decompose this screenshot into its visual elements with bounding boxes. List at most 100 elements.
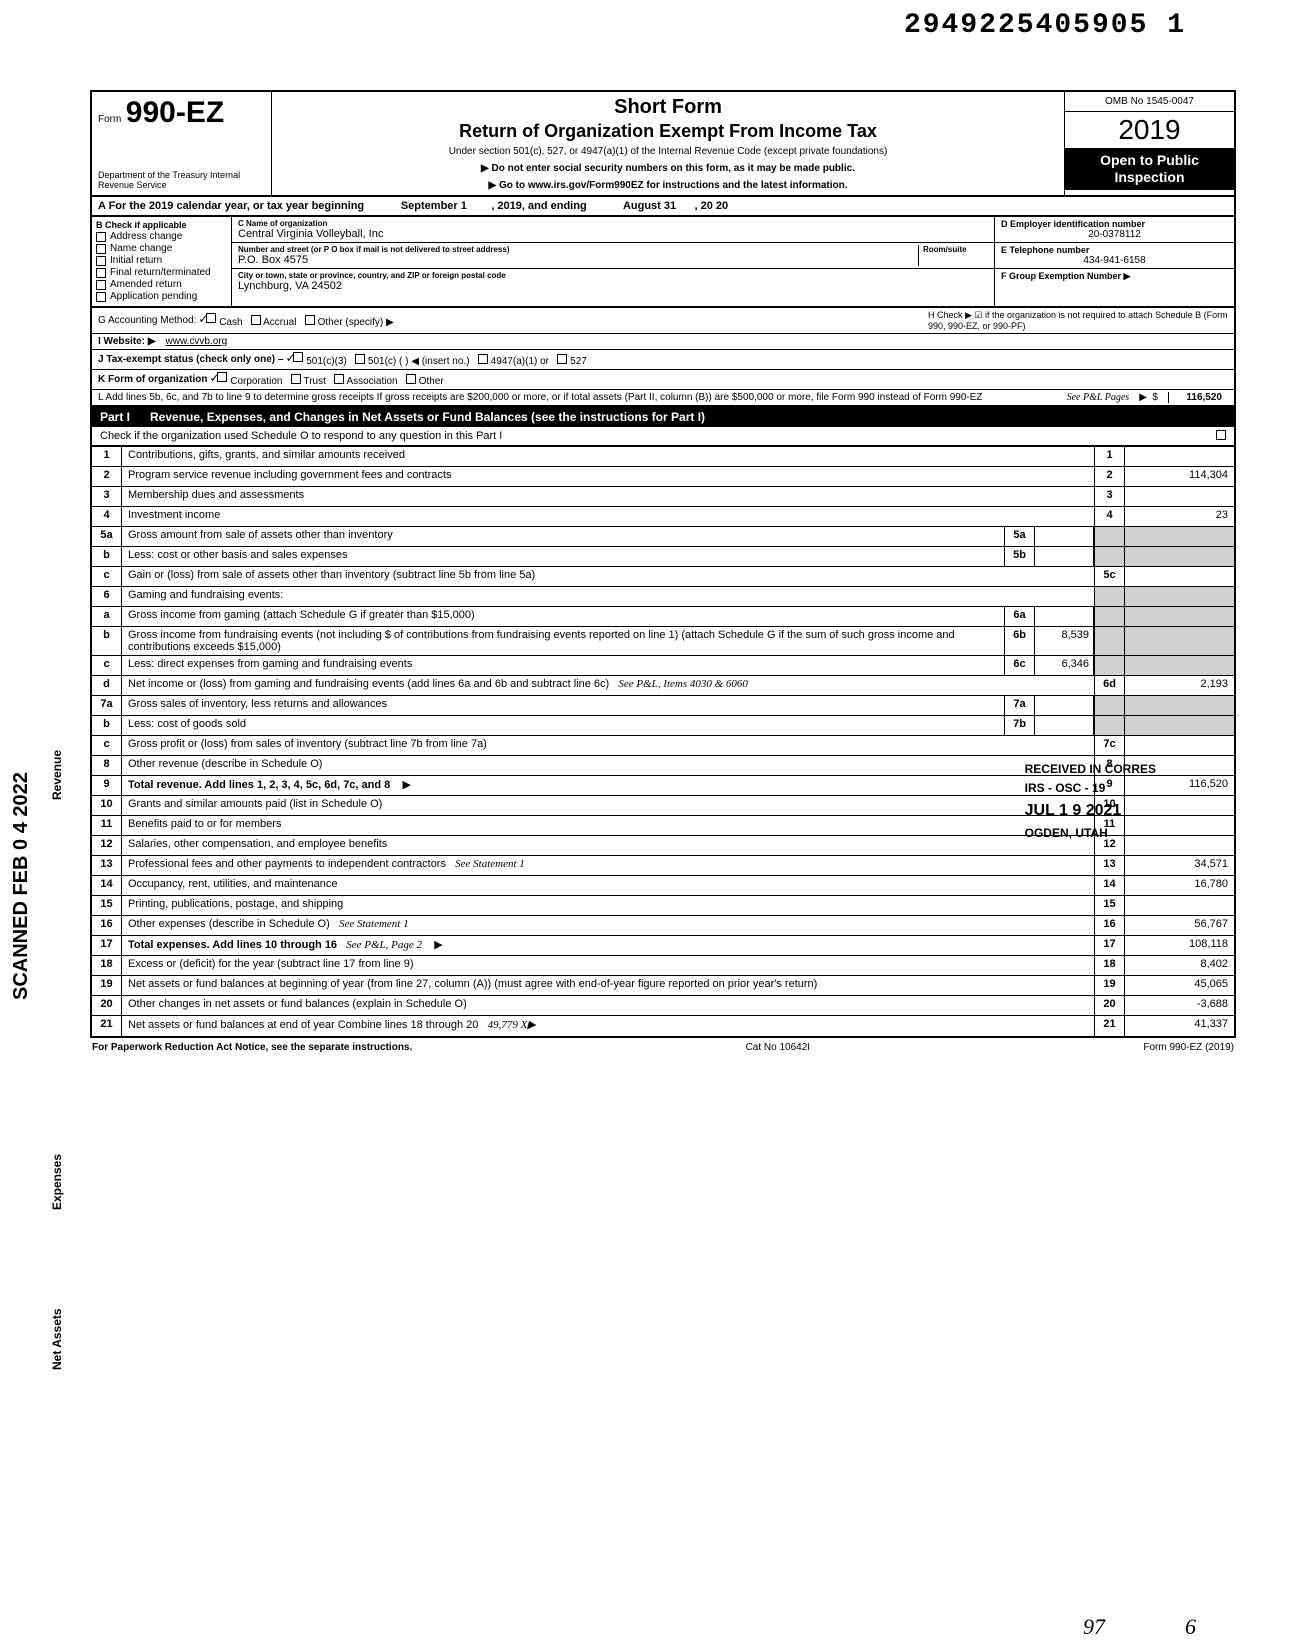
line-desc: Salaries, other compensation, and employ… bbox=[122, 836, 1094, 855]
line-v-shade bbox=[1124, 607, 1234, 626]
c-city-val: Lynchburg, VA 24502 bbox=[238, 280, 988, 292]
line-desc: Occupancy, rent, utilities, and maintena… bbox=[122, 876, 1094, 895]
line-r: 6d bbox=[1094, 676, 1124, 695]
e-lbl: E Telephone number bbox=[1001, 245, 1228, 255]
line-desc: Total revenue. Add lines 1, 2, 3, 4, 5c,… bbox=[122, 776, 1094, 795]
j-opt-label: 501(c) ( ) ◀ (insert no.) bbox=[368, 356, 470, 367]
form-number: 990-EZ bbox=[126, 96, 224, 129]
checkbox[interactable] bbox=[96, 268, 106, 278]
line-num: 2 bbox=[92, 467, 122, 486]
omb: OMB No 1545-0047 bbox=[1065, 92, 1234, 112]
sub-val bbox=[1035, 607, 1093, 626]
sub-num: 7a bbox=[1005, 696, 1035, 715]
line-val: 23 bbox=[1124, 507, 1234, 526]
line-num: c bbox=[92, 656, 122, 675]
l-text: L Add lines 5b, 6c, and 7b to line 9 to … bbox=[98, 392, 1057, 403]
j-checkbox[interactable] bbox=[557, 354, 567, 364]
sub-val bbox=[1035, 716, 1093, 735]
line-row: bGross income from fundraising events (n… bbox=[92, 627, 1234, 656]
line-val: 16,780 bbox=[1124, 876, 1234, 895]
line-num: 18 bbox=[92, 956, 122, 975]
line-num: b bbox=[92, 716, 122, 735]
sub-num: 6a bbox=[1005, 607, 1035, 626]
line-val bbox=[1124, 567, 1234, 586]
line-r: 1 bbox=[1094, 447, 1124, 466]
line-num: 10 bbox=[92, 796, 122, 815]
k-checkbox[interactable] bbox=[291, 374, 301, 384]
line-desc: Other revenue (describe in Schedule O) bbox=[122, 756, 1094, 775]
footer-mid: Cat No 10642I bbox=[746, 1042, 811, 1053]
j-checkbox[interactable] bbox=[478, 354, 488, 364]
g-checkbox[interactable] bbox=[251, 315, 261, 325]
line-r: 7c bbox=[1094, 736, 1124, 755]
j-label: J Tax-exempt status (check only one) – bbox=[98, 354, 283, 365]
sub-val bbox=[1035, 547, 1093, 566]
part1-label: Part I bbox=[100, 410, 130, 424]
line-r: 16 bbox=[1094, 916, 1124, 935]
checkbox-label: Final return/terminated bbox=[110, 267, 211, 278]
line-desc: Gaming and fundraising events: bbox=[122, 587, 1094, 606]
sub-num: 7b bbox=[1005, 716, 1035, 735]
line-val: 45,065 bbox=[1124, 976, 1234, 995]
line-num: 6 bbox=[92, 587, 122, 606]
checkbox[interactable] bbox=[96, 292, 106, 302]
l-amount: 116,520 bbox=[1168, 392, 1228, 403]
line-desc: Professional fees and other payments to … bbox=[122, 856, 1094, 875]
line-num: b bbox=[92, 627, 122, 655]
line-num: d bbox=[92, 676, 122, 695]
k-checkbox[interactable] bbox=[334, 374, 344, 384]
line-num: 5a bbox=[92, 527, 122, 546]
line-row: 13Professional fees and other payments t… bbox=[92, 856, 1234, 876]
colB-item: Name change bbox=[96, 243, 227, 254]
title-main: Return of Organization Exempt From Incom… bbox=[280, 121, 1056, 142]
d-lbl: D Employer identification number bbox=[1001, 219, 1228, 229]
line-val: 8,402 bbox=[1124, 956, 1234, 975]
line-v-shade bbox=[1124, 547, 1234, 566]
line-row: 20Other changes in net assets or fund ba… bbox=[92, 996, 1234, 1016]
line-r: 5c bbox=[1094, 567, 1124, 586]
rowA-begin: September 1 bbox=[401, 200, 467, 212]
bottom-handwritten: 97 6 bbox=[1083, 1614, 1196, 1640]
line-row: cLess: direct expenses from gaming and f… bbox=[92, 656, 1234, 676]
part1-checkbox[interactable] bbox=[1216, 430, 1226, 440]
line-desc: Less: cost of goods sold bbox=[122, 716, 1004, 735]
col-def: D Employer identification number 20-0378… bbox=[994, 217, 1234, 306]
g-checkbox[interactable] bbox=[206, 313, 216, 323]
checkbox[interactable] bbox=[96, 232, 106, 242]
colB-item: Address change bbox=[96, 231, 227, 242]
line-row: 6Gaming and fundraising events: bbox=[92, 587, 1234, 607]
line-num: 21 bbox=[92, 1016, 122, 1036]
rowA-yr: , 20 20 bbox=[694, 200, 728, 212]
line-r-shade bbox=[1094, 696, 1124, 715]
line-row: bLess: cost or other basis and sales exp… bbox=[92, 547, 1234, 567]
line-v-shade bbox=[1124, 696, 1234, 715]
part1-sub: Check if the organization used Schedule … bbox=[90, 427, 1236, 447]
checkbox[interactable] bbox=[96, 280, 106, 290]
line-row: 4Investment income423 bbox=[92, 507, 1234, 527]
line-desc: Membership dues and assessments bbox=[122, 487, 1094, 506]
line-num: 12 bbox=[92, 836, 122, 855]
j-checkbox[interactable] bbox=[355, 354, 365, 364]
dln-number: 2949225405905 1 bbox=[904, 10, 1186, 41]
line-val bbox=[1124, 487, 1234, 506]
j-checkbox[interactable] bbox=[293, 352, 303, 362]
line-row: cGross profit or (loss) from sales of in… bbox=[92, 736, 1234, 756]
c-name-lbl: C Name of organization bbox=[238, 219, 988, 228]
lines-grid: 1Contributions, gifts, grants, and simil… bbox=[90, 447, 1236, 1038]
col-c: C Name of organization Central Virginia … bbox=[232, 217, 994, 306]
line-val bbox=[1124, 736, 1234, 755]
line-val: 2,193 bbox=[1124, 676, 1234, 695]
k-checkbox[interactable] bbox=[217, 372, 227, 382]
c-name-val: Central Virginia Volleyball, Inc bbox=[238, 228, 988, 240]
checkbox-label: Application pending bbox=[110, 291, 197, 302]
checkbox[interactable] bbox=[96, 244, 106, 254]
form-prefix: Form bbox=[98, 114, 121, 125]
checkbox[interactable] bbox=[96, 256, 106, 266]
i-val: www.cvvb.org bbox=[166, 336, 228, 347]
g-checkbox[interactable] bbox=[305, 315, 315, 325]
bot-b: 6 bbox=[1185, 1614, 1196, 1640]
k-opt-label: Corporation bbox=[230, 376, 282, 387]
line-val bbox=[1124, 896, 1234, 915]
title-sub2: ▶ Do not enter social security numbers o… bbox=[280, 163, 1056, 174]
k-checkbox[interactable] bbox=[406, 374, 416, 384]
